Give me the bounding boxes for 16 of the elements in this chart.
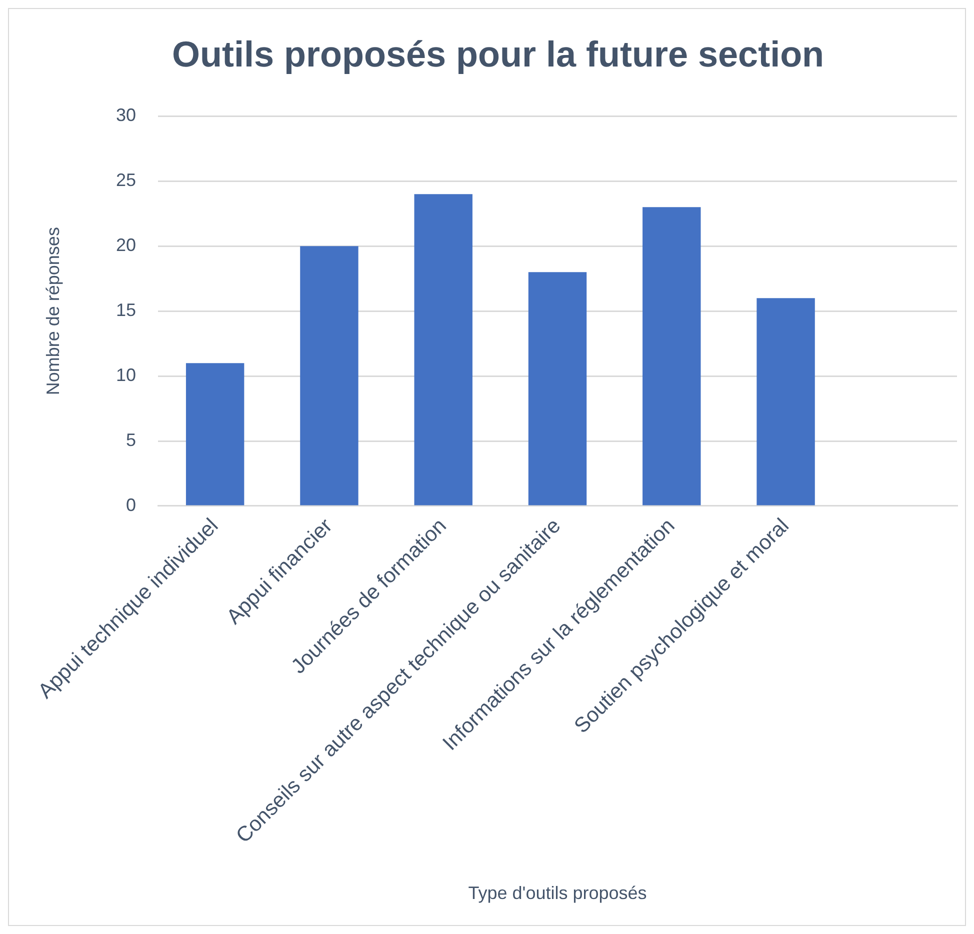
- bar: [186, 363, 244, 506]
- bar: [528, 272, 587, 506]
- y-tick-label: 20: [116, 235, 136, 256]
- y-tick-label: 0: [126, 494, 136, 515]
- x-axis-title: Type d'outils proposés: [468, 883, 647, 904]
- bar: [642, 207, 701, 506]
- bar: [414, 194, 472, 506]
- y-tick-label: 30: [116, 105, 136, 126]
- y-tick-label: 25: [116, 170, 136, 190]
- y-tick-label: 10: [116, 365, 136, 386]
- chart-title: Outils proposés pour la future section: [172, 34, 824, 75]
- bar: [756, 298, 815, 506]
- bar: [300, 246, 358, 506]
- y-axis-title: Nombre de réponses: [42, 227, 63, 396]
- y-tick-label: 15: [116, 300, 136, 320]
- y-tick-label: 5: [126, 430, 136, 450]
